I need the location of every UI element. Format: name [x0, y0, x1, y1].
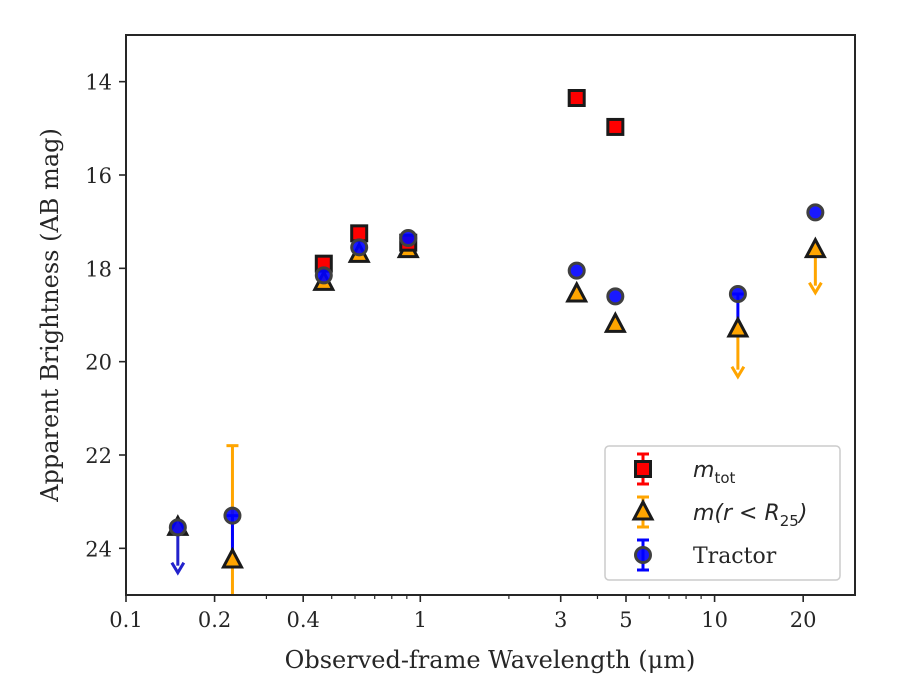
series-0-marker-4 — [606, 117, 625, 136]
series-1-point-7-limit-arrow-head — [730, 365, 746, 380]
series-2-marker-0 — [168, 518, 187, 537]
y-axis-title: Apparent Brightness (AB mag) — [36, 128, 64, 503]
series-1-marker-5 — [565, 280, 589, 303]
legend-marker-2 — [634, 546, 652, 564]
series-1-point-8-limit-arrow-head — [808, 281, 823, 296]
series-2-marker-3 — [350, 238, 369, 257]
x-tick-label: 1 — [414, 608, 427, 632]
y-tick-label: 18 — [85, 257, 112, 281]
series-2-marker-2 — [314, 266, 333, 285]
x-tick-label: 10 — [701, 608, 728, 632]
x-tick-label: 3 — [554, 608, 567, 632]
series-2-marker-5 — [567, 261, 586, 280]
series-2-marker-1 — [223, 506, 242, 525]
x-tick-label: 5 — [619, 608, 632, 632]
legend: mtot m(r < R25) Tractor — [604, 445, 841, 581]
data-marks — [166, 89, 827, 595]
x-axis-title: Observed-frame Wavelength (μm) — [285, 646, 696, 674]
legend-marker-0 — [634, 460, 652, 478]
y-tick-label: 24 — [85, 537, 112, 561]
axes: 0.1 0.2 0.4 1 3 5 10 20 14 16 18 20 22 24 — [85, 34, 856, 632]
legend-label-1: m(r < R25) — [693, 501, 807, 530]
series-2-marker-6 — [606, 287, 625, 306]
series-0-marker-3 — [567, 89, 586, 107]
legend-box — [604, 445, 841, 581]
y-tick-label: 16 — [85, 164, 112, 188]
series-2-marker-7 — [728, 285, 747, 303]
legend-marker-1 — [631, 498, 655, 521]
y-tick-label: 14 — [85, 71, 112, 95]
y-tick-label: 22 — [85, 444, 112, 468]
x-tick-label: 0.1 — [109, 608, 142, 632]
legend-label-2: Tractor — [693, 544, 777, 569]
plot-frame — [125, 34, 856, 596]
x-tick-label: 0.4 — [286, 608, 319, 632]
series-1-marker-7 — [726, 315, 750, 338]
series-1-marker-8 — [803, 236, 827, 259]
series-1-marker-6 — [603, 311, 627, 333]
series-2-marker-8 — [806, 203, 825, 222]
x-tick-label: 0.2 — [198, 608, 231, 632]
legend-label-0: mtot — [693, 458, 735, 487]
series-1-point-0-limit-arrow-head — [170, 561, 186, 576]
series-2-marker-4 — [399, 229, 418, 247]
x-tick-label: 20 — [790, 608, 817, 632]
series-1-marker-1 — [220, 546, 244, 569]
y-tick-label: 20 — [85, 351, 112, 375]
